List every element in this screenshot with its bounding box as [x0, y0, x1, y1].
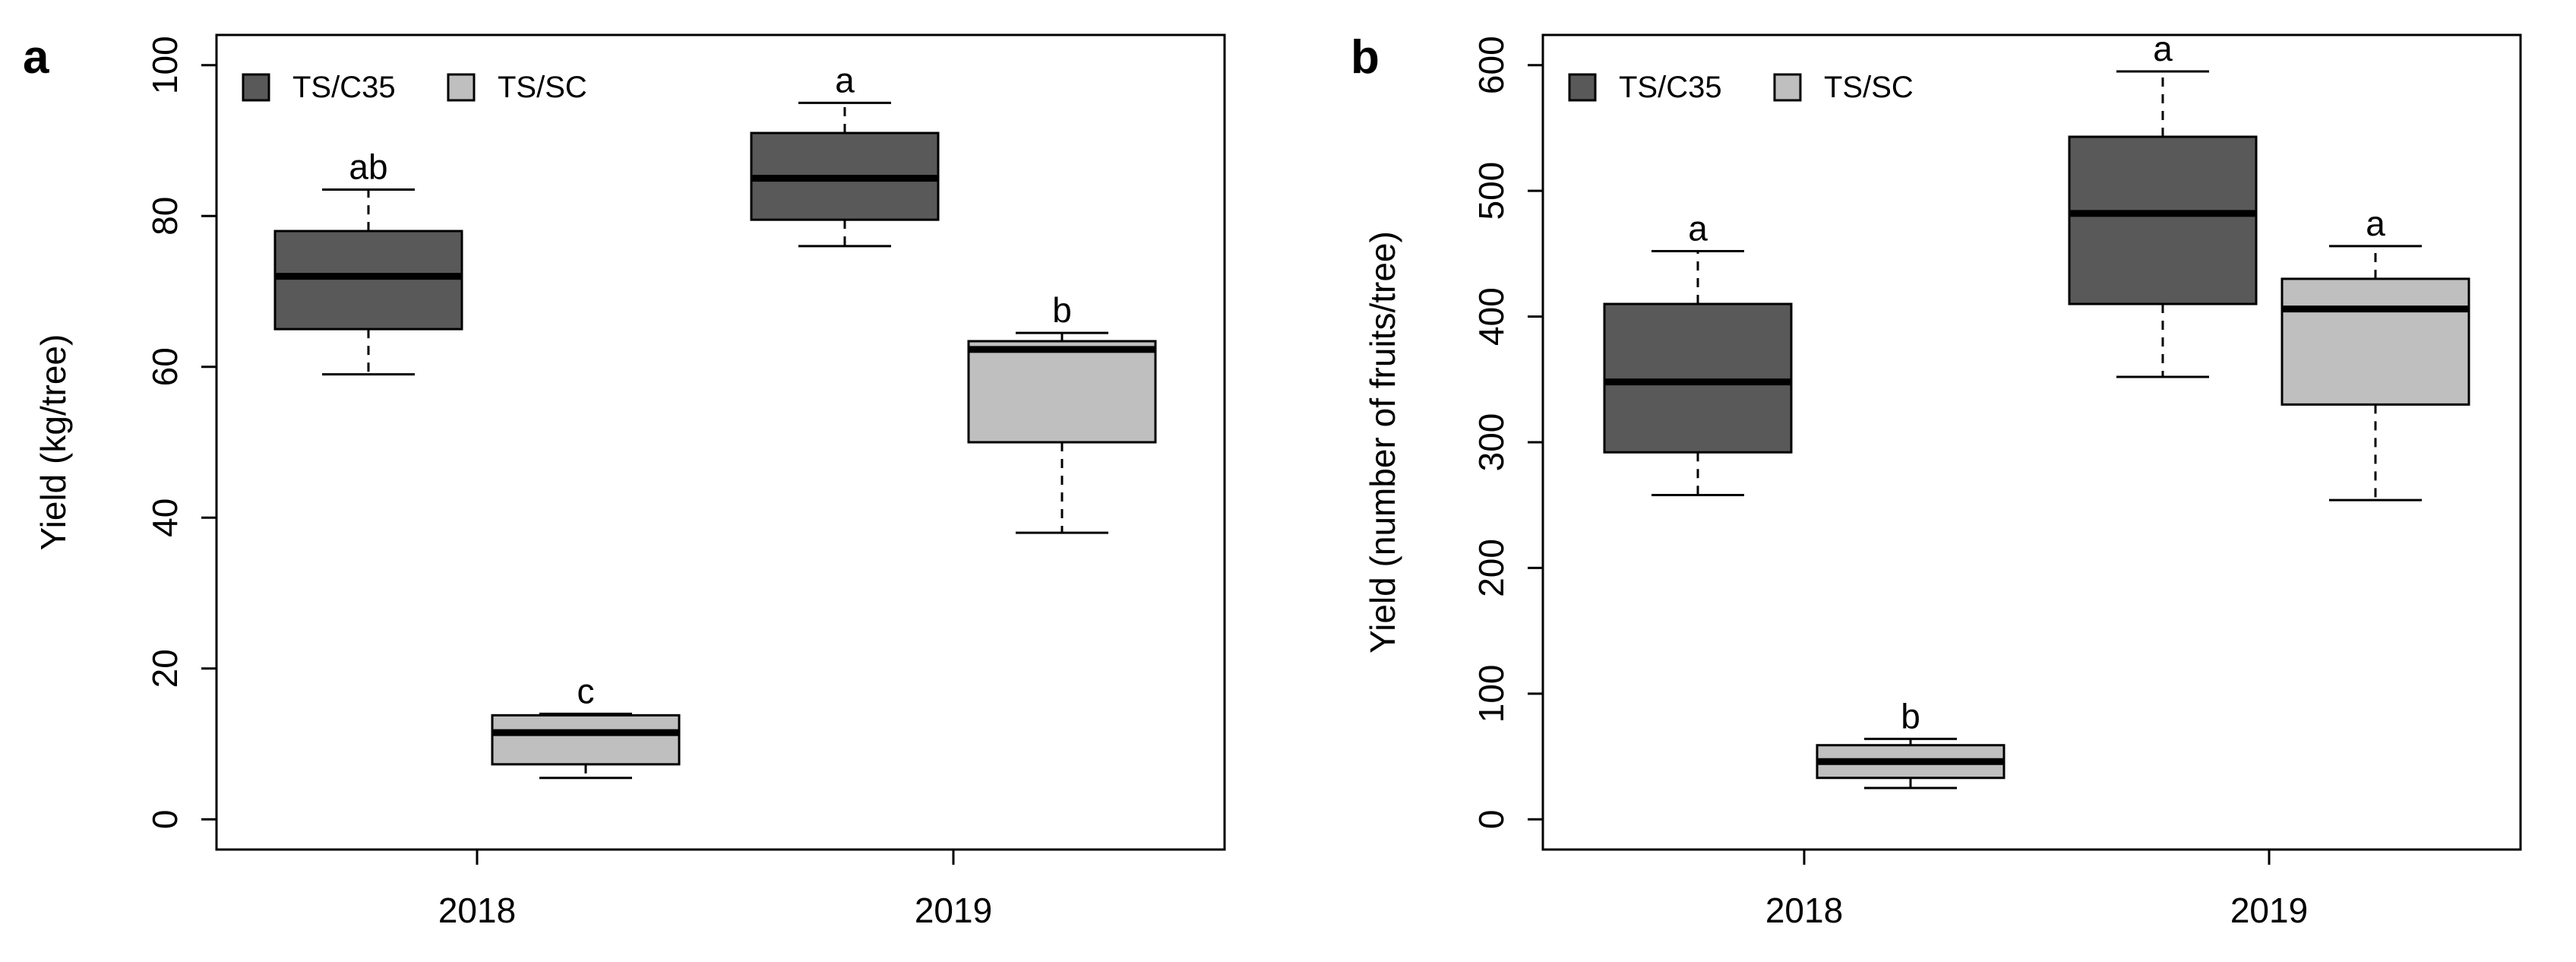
legend: TS/C35 TS/SC — [1568, 71, 1914, 104]
box-2018-ts-c35: a — [1603, 209, 1793, 496]
y-tick-label: 40 — [145, 498, 185, 537]
legend: TS/C35 TS/SC — [242, 71, 587, 104]
x-axis: 2018 2019 — [1765, 850, 2308, 930]
category-label-2018: 2018 — [438, 891, 516, 930]
legend-swatch — [1568, 73, 1597, 102]
significance-letter: b — [1052, 290, 1072, 330]
category-label-2018: 2018 — [1765, 891, 1843, 930]
y-tick-label: 500 — [1471, 162, 1511, 220]
box-2018-ts-c35: ab — [273, 147, 463, 376]
significance-letter: a — [1688, 209, 1708, 248]
legend-label: TS/C35 — [292, 71, 396, 104]
y-tick-label: 600 — [1471, 36, 1511, 94]
box-2018-ts-sc: c — [491, 671, 681, 780]
y-tick-label: 400 — [1471, 287, 1511, 346]
legend-swatch — [242, 73, 270, 102]
panel-letter: a — [23, 31, 49, 84]
panel-letter: b — [1351, 31, 1380, 84]
significance-letter: a — [2153, 29, 2173, 68]
significance-letter: a — [835, 60, 855, 100]
category-label-2019: 2019 — [2230, 891, 2308, 930]
y-tick-label: 0 — [145, 809, 185, 829]
legend-label: TS/SC — [498, 71, 587, 104]
y-axis-title: Yield (number of fruits/tree) — [1363, 231, 1402, 653]
box-2019-ts-sc: b — [967, 290, 1157, 534]
category-label-2019: 2019 — [915, 891, 992, 930]
y-tick-label: 80 — [145, 197, 185, 236]
box-2019-ts-c35: a — [750, 60, 940, 248]
iqr-box — [2068, 135, 2258, 305]
legend-swatch — [1773, 73, 1802, 102]
box-2019-ts-c35: a — [2068, 29, 2258, 378]
y-tick-label: 60 — [145, 347, 185, 386]
significance-letter: a — [2366, 204, 2385, 243]
y-tick-label: 200 — [1471, 539, 1511, 597]
iqr-box — [967, 340, 1157, 444]
y-axis-title: Yield (kg/tree) — [33, 334, 73, 551]
iqr-box — [491, 714, 681, 766]
y-tick-label: 100 — [145, 36, 185, 94]
legend-item-ts-sc: TS/SC — [447, 71, 587, 104]
iqr-box — [2280, 277, 2470, 406]
legend-swatch — [447, 73, 476, 102]
legend-item-ts-c35: TS/C35 — [1568, 71, 1722, 104]
significance-letter: b — [1901, 696, 1920, 736]
panel-b: b 0 100 200 300 400 500 600 Yield (number of fru… — [1351, 29, 2522, 930]
box-2018-ts-sc: b — [1816, 696, 2005, 790]
x-axis: 2018 2019 — [438, 850, 992, 930]
legend-label: TS/SC — [1824, 71, 1914, 104]
y-axis: 0 100 200 300 400 500 600 — [1471, 36, 1544, 829]
iqr-box — [1603, 302, 1793, 454]
box-2019-ts-sc: a — [2280, 204, 2470, 502]
y-tick-label: 300 — [1471, 413, 1511, 472]
iqr-box — [273, 229, 463, 331]
legend-item-ts-c35: TS/C35 — [242, 71, 396, 104]
significance-letter: ab — [349, 147, 387, 186]
significance-letter: c — [577, 671, 595, 710]
legend-item-ts-sc: TS/SC — [1773, 71, 1914, 104]
y-tick-label: 20 — [145, 649, 185, 688]
y-tick-label: 0 — [1471, 809, 1511, 829]
y-axis: 0 20 40 60 80 100 — [145, 36, 218, 829]
y-tick-label: 100 — [1471, 664, 1511, 723]
legend-label: TS/C35 — [1619, 71, 1722, 104]
